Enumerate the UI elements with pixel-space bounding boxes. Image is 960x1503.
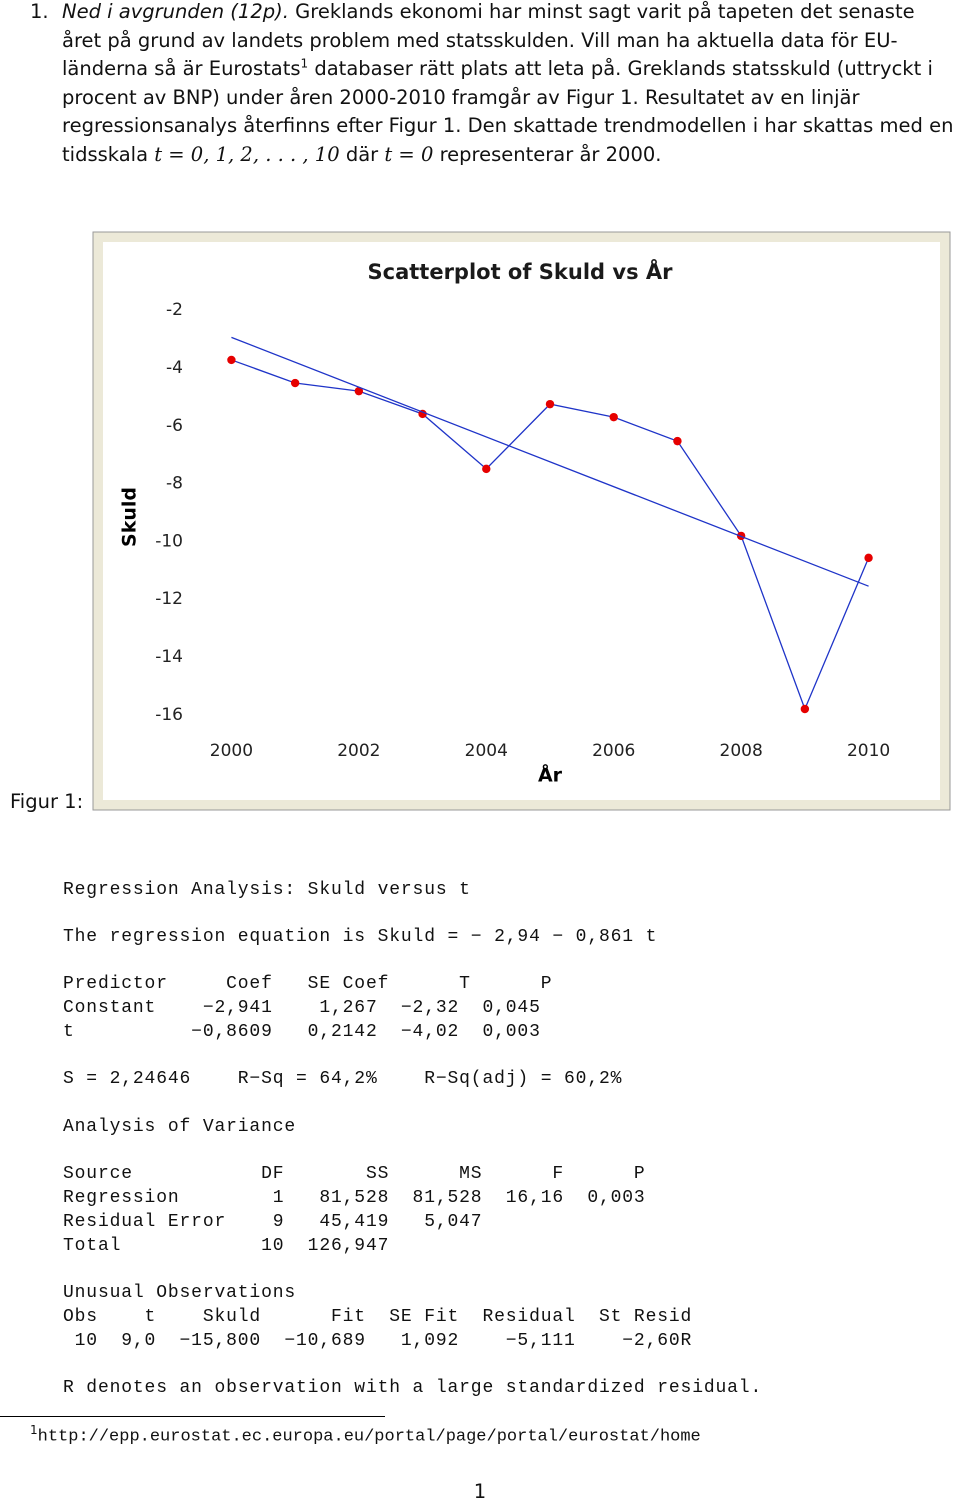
y-tick-label: -10 — [155, 531, 183, 551]
data-point — [354, 386, 364, 396]
y-tick-label: -12 — [155, 589, 183, 609]
series-line — [231, 336, 869, 587]
y-tick-label: -4 — [166, 358, 183, 378]
y-axis-label: Skuld — [119, 487, 141, 547]
y-tick-label: -6 — [166, 416, 183, 436]
page-number: 1 — [473, 1480, 487, 1503]
x-tick-label: 2010 — [847, 741, 890, 761]
data-point — [800, 704, 810, 714]
footnote: 1http://epp.eurostat.ec.europa.eu/portal… — [30, 1423, 701, 1447]
x-axis-label: År — [538, 763, 563, 787]
data-point — [227, 355, 236, 365]
problem-text: representerar år 2000. — [439, 142, 662, 166]
output-line: Analysis of Variance — [63, 1117, 297, 1137]
data-point — [545, 399, 555, 409]
x-tick-label: 2008 — [720, 741, 763, 761]
output-line: Regression Analysis: Skuld versus t — [63, 880, 471, 900]
problem-text: databaser rätt plats att leta på. Grekla… — [62, 57, 954, 166]
output-line: Residual Error 9 45,419 5,047 — [63, 1212, 483, 1232]
x-tick-label: 2002 — [337, 741, 380, 761]
footnote-ref: 1 — [300, 56, 309, 71]
problem-text: där — [345, 142, 379, 166]
y-tick-label: -2 — [166, 300, 183, 320]
output-line: Regression 1 81,528 81,528 16,16 0,003 — [63, 1188, 646, 1208]
output-line: The regression equation is Skuld = − 2,9… — [63, 927, 658, 947]
output-line: Obs t Skuld Fit SE Fit Residual St Resid — [63, 1307, 693, 1327]
output-line: Predictor Coef SE Coef T P — [63, 974, 553, 994]
figure-label: Figur 1: — [10, 790, 84, 813]
x-tick-label: 2006 — [592, 741, 635, 761]
x-tick-label: 2004 — [465, 741, 508, 761]
y-tick-label: -16 — [155, 705, 183, 725]
output-line: S = 2,24646 R−Sq = 64,2% R−Sq(adj) = 60,… — [63, 1069, 623, 1089]
problem-text: Greklands ekonomi har minst sagt varit p… — [62, 0, 915, 81]
output-line: 10 9,0 −15,800 −10,689 1,092 −5,111 −2,6… — [63, 1331, 693, 1351]
data-point — [290, 378, 300, 388]
output-line: R denotes an observation with a large st… — [63, 1378, 763, 1398]
math: t = 0 — [384, 142, 434, 166]
plot-background — [103, 242, 940, 800]
data-point — [609, 412, 618, 422]
problem-number: 1. — [30, 0, 49, 23]
footnote-number: 1 — [30, 1423, 38, 1437]
output-line: Unusual Observations — [63, 1283, 297, 1303]
output-line: Source DF SS MS F P — [63, 1164, 646, 1184]
chart-title: Scatterplot of Skuld vs År — [368, 259, 674, 284]
data-point — [482, 464, 491, 474]
chart: Scatterplot of Skuld vs År År Skuld -2 -4… — [92, 231, 951, 811]
math: t = 0, 1, 2, . . . , 10 — [154, 142, 340, 166]
x-tick-label: 2000 — [210, 741, 253, 761]
data-point — [864, 553, 873, 563]
data-point — [673, 436, 682, 446]
output-line: Constant −2,941 1,267 −2,32 0,045 — [63, 998, 541, 1018]
y-tick-label: -8 — [166, 474, 183, 494]
output-line: Total 10 126,947 — [63, 1236, 390, 1256]
problem-title: Ned i avgrunden (12p). — [62, 0, 289, 23]
output-line: t −0,8609 0,2142 −4,02 0,003 — [63, 1022, 541, 1042]
footnote-url: http://epp.eurostat.ec.europa.eu/portal/… — [37, 1427, 701, 1447]
footnote-rule — [0, 1416, 385, 1417]
problem: 1. Ned i avgrunden (12p). Greklands ekono… — [30, 0, 957, 170]
y-tick-label: -14 — [155, 647, 183, 667]
